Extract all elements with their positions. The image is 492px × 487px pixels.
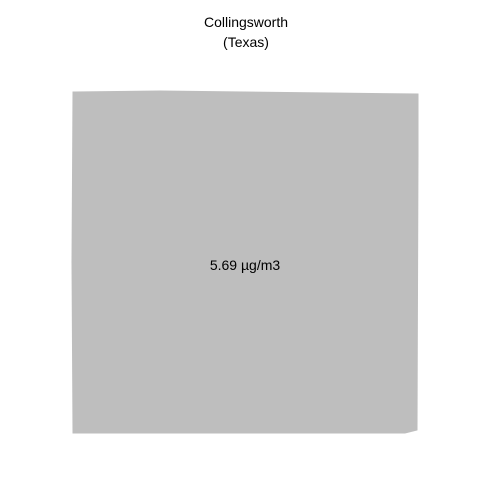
map-title-block: Collingsworth (Texas) (0, 12, 492, 52)
state-subtitle: (Texas) (223, 34, 269, 50)
county-name-title: Collingsworth (203, 14, 289, 30)
region-value-label: 5.69 µg/m3 (210, 257, 281, 273)
county-region (71, 90, 419, 434)
